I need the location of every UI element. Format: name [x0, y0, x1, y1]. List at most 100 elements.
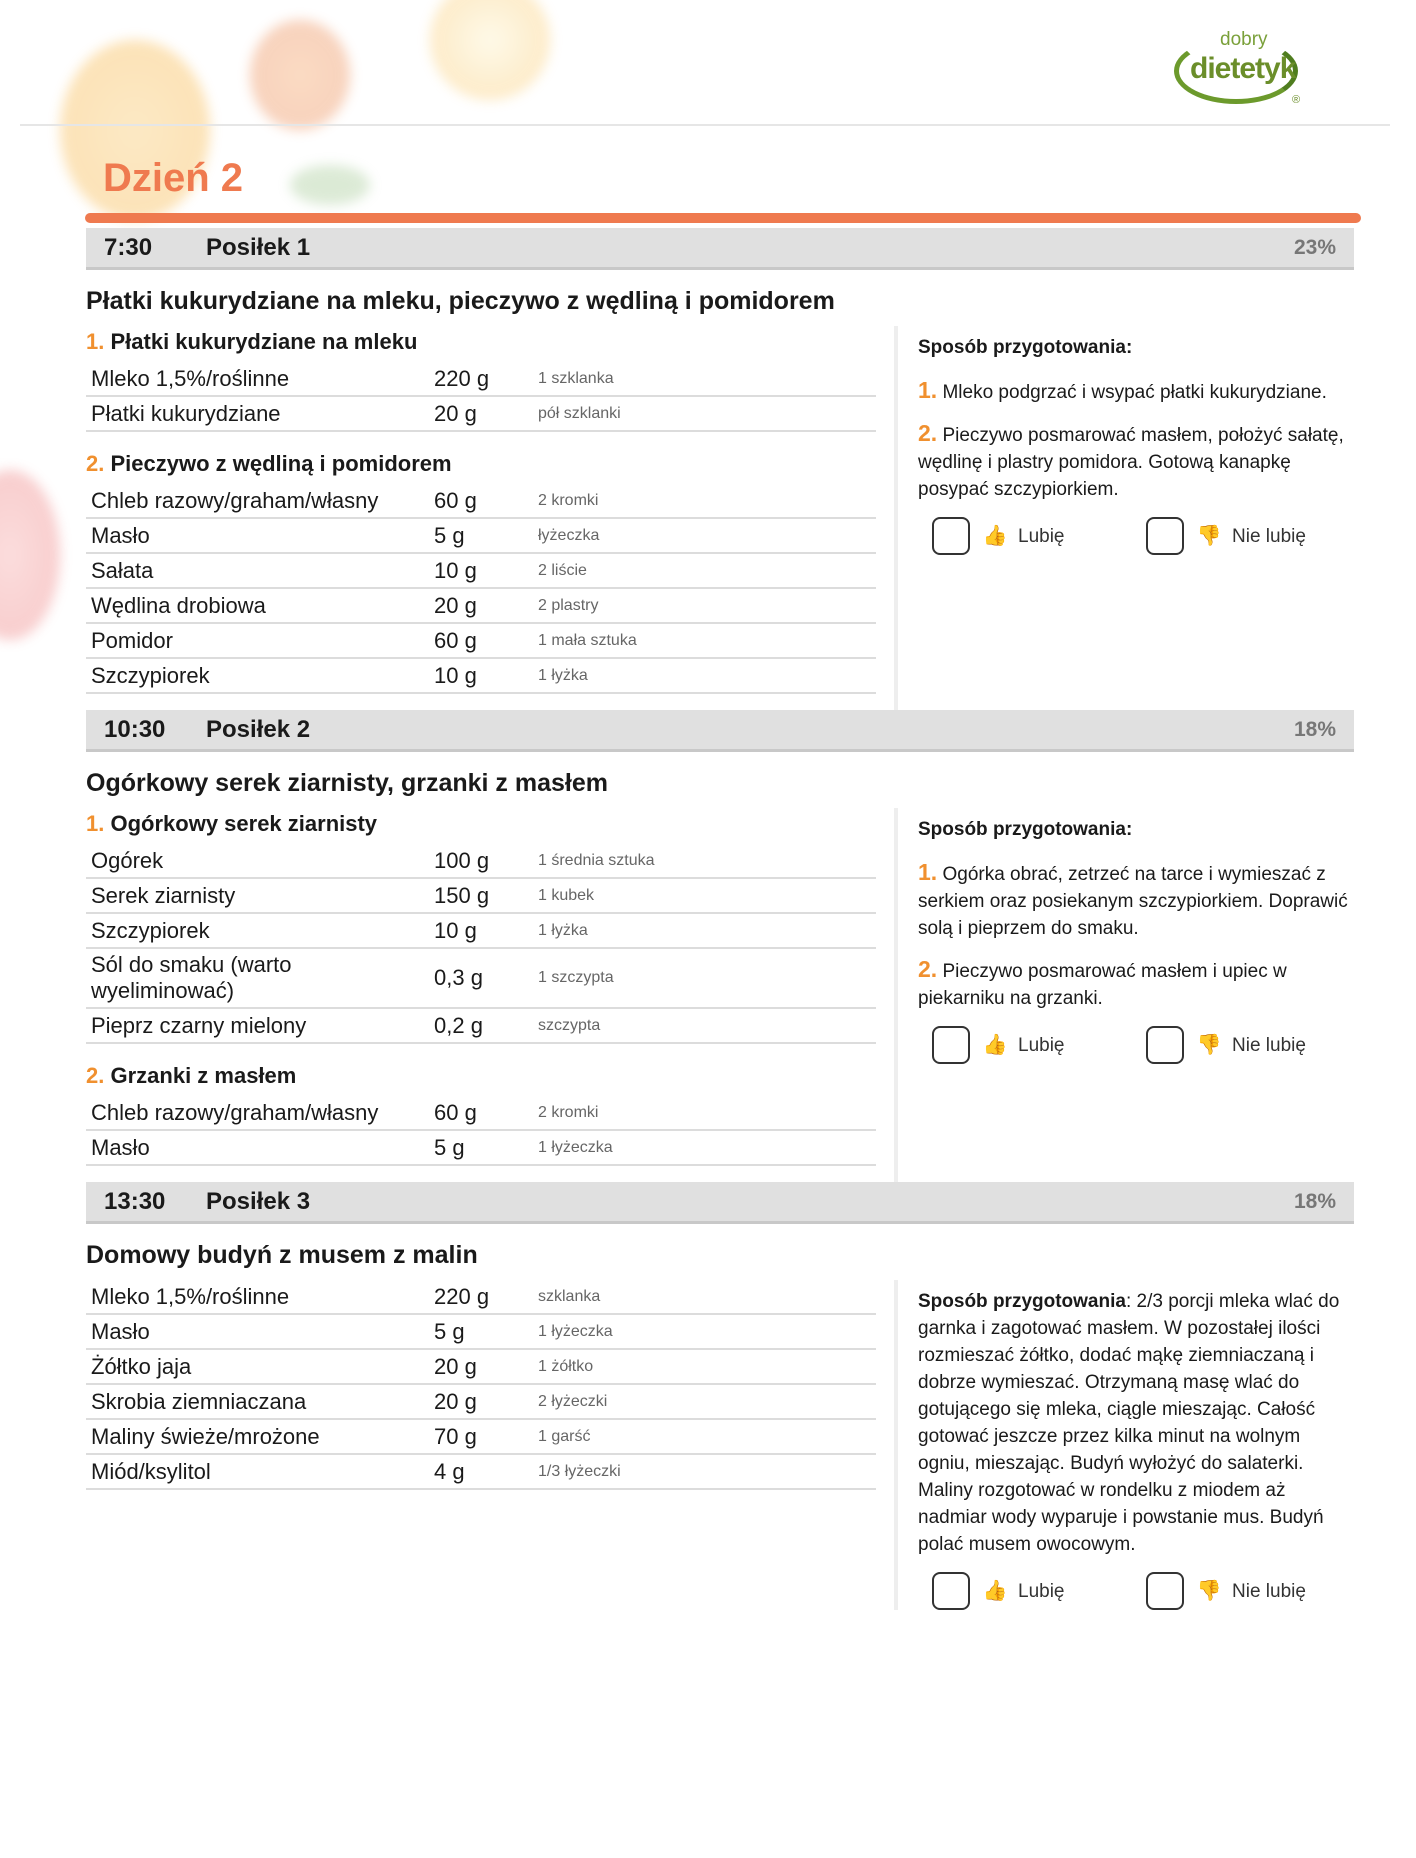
- ingredient-name: Masło: [91, 1134, 150, 1160]
- ingredient-name: Mleko 1,5%/roślinne: [91, 365, 290, 391]
- step-text: Mleko podgrzać i wsypać płatki kukurydzi…: [942, 382, 1327, 403]
- section-number: 1.: [86, 329, 105, 354]
- meal-percent: 18%: [1293, 1189, 1336, 1213]
- ingredient-name: Mleko 1,5%/roślinne: [91, 1283, 290, 1309]
- dislike-checkbox[interactable]: [1146, 1026, 1184, 1064]
- ingredient-row: Maliny świeże/mrożone 70 g 1 garść: [86, 1420, 876, 1455]
- ingredient-quantity: 70 g: [434, 1423, 477, 1449]
- like-label: Lubię: [1018, 1034, 1065, 1056]
- section-number: 2.: [86, 1063, 105, 1088]
- ingredient-measure: 1/3 łyżeczki: [538, 1462, 621, 1480]
- ingredient-row: Masło 5 g 1 łyżeczka: [86, 1315, 876, 1350]
- ingredient-name: Szczypiorek: [91, 917, 210, 943]
- dislike-label: Nie lubię: [1232, 1034, 1306, 1056]
- like-label: Lubię: [1018, 1580, 1065, 1602]
- ingredient-measure: 1 szczypta: [538, 969, 614, 986]
- meal-body: 1. Płatki kukurydziane na mleku Mleko 1,5…: [86, 326, 1354, 710]
- ingredient-name: Serek ziarnisty: [91, 882, 236, 908]
- day-title: Dzień 2: [103, 156, 244, 200]
- like-checkbox[interactable]: [932, 517, 970, 555]
- ingredient-quantity: 20 g: [434, 592, 477, 618]
- ingredient-name: Sól do smaku (warto wyeliminować): [91, 952, 292, 1003]
- ingredient-measure: łyżeczka: [538, 526, 600, 544]
- meal-title: Domowy budyń z musem z malin: [86, 1241, 478, 1269]
- ingredient-name: Pomidor: [91, 627, 173, 653]
- meal-block: 7:30 Posiłek 1 23% Płatki kukurydziane na m…: [86, 228, 1354, 710]
- ingredient-quantity: 0,2 g: [434, 1012, 483, 1038]
- meal-percent: 18%: [1293, 717, 1336, 741]
- logo-top-text: dobry: [1220, 29, 1268, 50]
- ingredient-quantity: 60 g: [434, 1099, 477, 1125]
- preparation-label: Sposób przygotowania: [918, 819, 1126, 840]
- meal-header: 13:30 Posiłek 3 18%: [86, 1182, 1354, 1224]
- dislike-checkbox[interactable]: [1146, 1572, 1184, 1610]
- section-heading: 1. Ogórkowy serek ziarnisty: [86, 808, 876, 840]
- ingredient-quantity: 20 g: [434, 1388, 477, 1414]
- ingredient-measure: 1 łyżka: [538, 666, 588, 684]
- ingredients: 1. Ogórkowy serek ziarnisty Ogórek 100 g 1 …: [86, 808, 876, 1182]
- ingredient-name: Miód/ksylitol: [91, 1458, 211, 1484]
- ingredient-name: Sałata: [91, 557, 154, 583]
- dislike-checkbox[interactable]: [1146, 517, 1184, 555]
- ingredient-name: Masło: [91, 522, 150, 548]
- ingredient-quantity: 10 g: [434, 917, 477, 943]
- meal-name: Posiłek 3: [206, 1187, 311, 1215]
- ingredient-row: Chleb razowy/graham/własny 60 g 2 kromki: [86, 1096, 876, 1131]
- fruit-decoration: [0, 470, 60, 640]
- ingredient-measure: 1 garść: [538, 1427, 591, 1445]
- ingredient-row: Szczypiorek 10 g 1 łyżka: [86, 659, 876, 694]
- ingredient-quantity: 60 g: [434, 487, 477, 513]
- ingredient-quantity: 10 g: [434, 557, 477, 583]
- logo-registered-mark: ®: [1292, 94, 1301, 106]
- meal-title: Płatki kukurydziane na mleku, pieczywo z…: [86, 287, 835, 315]
- ingredient-quantity: 4 g: [434, 1458, 465, 1484]
- dobry-dietetyk-logo: dobry dietetyk ®: [1168, 30, 1308, 112]
- preparation-step: 2. Pieczywo posmarować masłem, położyć s…: [918, 420, 1354, 503]
- ingredient-row: Masło 5 g łyżeczka: [86, 519, 876, 554]
- preparation-step: 2. Pieczywo posmarować masłem i upiec w …: [918, 956, 1354, 1012]
- ingredient-row: Sól do smaku (warto wyeliminować) 0,3 g 1 …: [86, 949, 876, 1009]
- preparation-panel: Sposób przygotowania: 2/3 porcji mleka w…: [894, 1280, 1354, 1610]
- ingredient-name: Szczypiorek: [91, 662, 210, 688]
- preparation-panel: Sposób przygotowania: 1. Mleko podgrzać i…: [894, 326, 1354, 710]
- meal-plan: 7:30 Posiłek 1 23% Płatki kukurydziane na m…: [86, 228, 1354, 1610]
- thumbs-down-icon: 👎: [1196, 1033, 1222, 1056]
- ingredient-name: Masło: [91, 1318, 150, 1344]
- ingredient-section: Mleko 1,5%/roślinne 220 g szklanka Masło 5 g…: [86, 1280, 876, 1490]
- ingredient-name: Chleb razowy/graham/własny: [91, 1099, 379, 1125]
- step-number: 1.: [918, 377, 938, 403]
- preparation-body: 2/3 porcji mleka wlać do garnka i zagoto…: [918, 1291, 1340, 1555]
- ingredient-quantity: 5 g: [434, 1318, 465, 1344]
- ingredient-row: Serek ziarnisty 150 g 1 kubek: [86, 879, 876, 914]
- ingredient-name: Żółtko jaja: [91, 1353, 192, 1379]
- ingredients: Mleko 1,5%/roślinne 220 g szklanka Masło 5 g…: [86, 1280, 876, 1610]
- ingredient-measure: 1 kubek: [538, 886, 595, 904]
- ingredient-section: 2. Pieczywo z wędliną i pomidorem Chleb r…: [86, 448, 876, 694]
- section-title: Grzanki z masłem: [110, 1063, 297, 1088]
- ingredient-name: Wędlina drobiowa: [91, 592, 266, 618]
- rating-controls: 👍 Lubię 👎 Nie lubię: [932, 1026, 1354, 1064]
- ingredient-row: Szczypiorek 10 g 1 łyżka: [86, 914, 876, 949]
- ingredient-measure: 2 liście: [538, 561, 587, 579]
- step-number: 2.: [918, 956, 938, 982]
- fruit-decoration: [430, 0, 550, 100]
- step-text: Pieczywo posmarować masłem i upiec w pie…: [918, 961, 1287, 1009]
- thumbs-down-icon: 👎: [1196, 1579, 1222, 1602]
- ingredient-row: Pomidor 60 g 1 mała sztuka: [86, 624, 876, 659]
- ingredient-measure: 1 łyżeczka: [538, 1138, 613, 1156]
- like-checkbox[interactable]: [932, 1026, 970, 1064]
- ingredient-name: Skrobia ziemniaczana: [91, 1388, 307, 1414]
- ingredient-measure: szklanka: [538, 1287, 601, 1305]
- ingredient-section: 1. Płatki kukurydziane na mleku Mleko 1,5…: [86, 326, 876, 432]
- meal-block: 13:30 Posiłek 3 18% Domowy budyń z musem z …: [86, 1182, 1354, 1610]
- accent-bar: [85, 213, 1361, 223]
- meal-percent: 23%: [1293, 235, 1336, 259]
- like-checkbox[interactable]: [932, 1572, 970, 1610]
- logo-main-text: dietetyk: [1190, 52, 1296, 85]
- ingredient-name: Chleb razowy/graham/własny: [91, 487, 379, 513]
- meal-time: 7:30: [104, 233, 153, 261]
- ingredient-row: Ogórek 100 g 1 średnia sztuka: [86, 844, 876, 879]
- rating-controls: 👍 Lubię 👎 Nie lubię: [932, 517, 1354, 555]
- preparation-step: 1. Mleko podgrzać i wsypać płatki kukury…: [918, 377, 1354, 406]
- ingredient-row: Żółtko jaja 20 g 1 żółtko: [86, 1350, 876, 1385]
